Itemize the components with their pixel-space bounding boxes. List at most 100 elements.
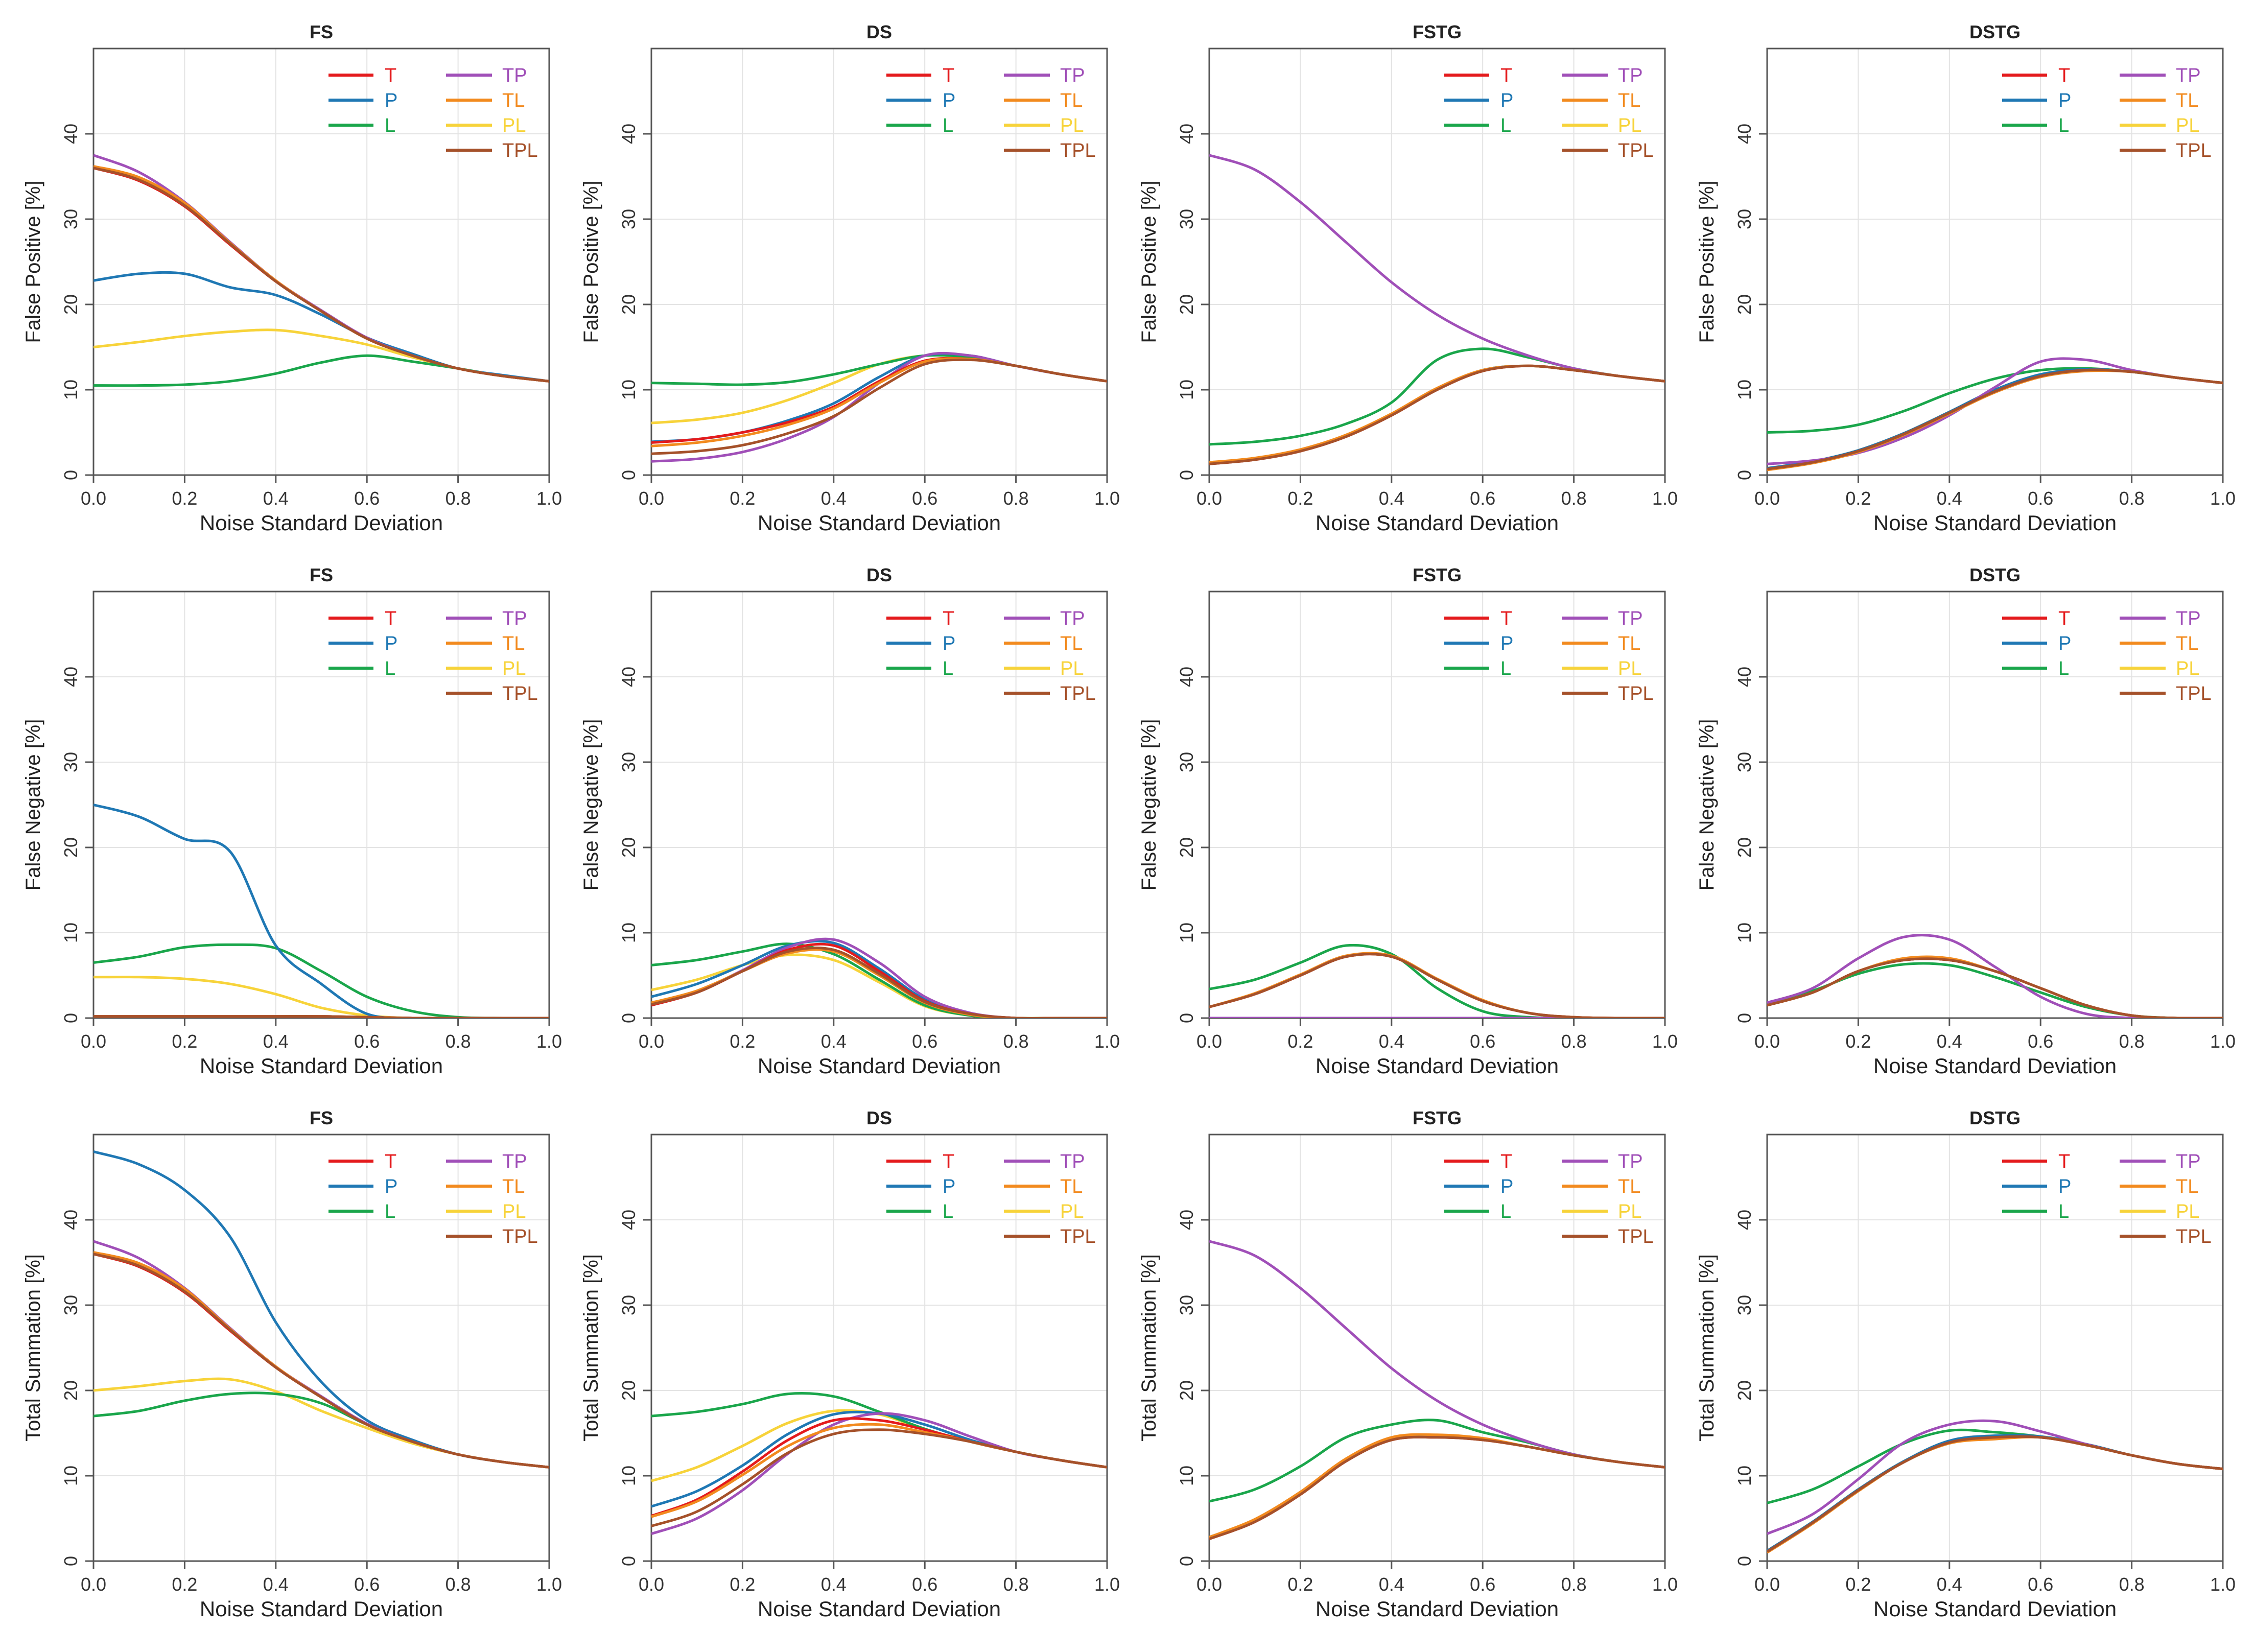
x-tick-label: 0.0 <box>81 1574 106 1595</box>
series-line-tl <box>93 1251 549 1469</box>
y-tick-label: 40 <box>618 124 639 144</box>
series-line-l <box>93 354 549 387</box>
series-line-t <box>1767 368 2223 470</box>
legend-label-l: L <box>2058 1201 2069 1222</box>
series-group <box>93 1150 549 1469</box>
legend-label-p: P <box>2058 90 2071 111</box>
series-group <box>1767 357 2223 471</box>
x-axis-label: Noise Standard Deviation <box>200 1054 443 1078</box>
y-axis-label: False Positive [%] <box>1696 181 1718 343</box>
x-tick-label: 0.0 <box>639 1574 664 1595</box>
x-axis-label: Noise Standard Deviation <box>758 1054 1001 1078</box>
y-tick-label: 30 <box>618 209 639 229</box>
series-line-t <box>651 1417 1107 1517</box>
y-tick-label: 20 <box>1734 837 1755 858</box>
chart-title: FSTG <box>1413 1107 1462 1128</box>
legend-label-pl: PL <box>2176 115 2199 136</box>
legend-label-pl: PL <box>1618 658 1641 679</box>
y-tick-label: 0 <box>60 1013 81 1023</box>
x-tick-label: 0.4 <box>821 488 847 509</box>
chart-title: DS <box>866 1107 892 1128</box>
plot-frame <box>92 48 550 476</box>
series-line-pl <box>93 1377 549 1469</box>
x-axis-label: Noise Standard Deviation <box>1873 1597 2117 1621</box>
legend-label-tl: TL <box>502 90 525 111</box>
x-tick-label: 0.8 <box>2119 1574 2145 1595</box>
y-tick-label: 20 <box>60 294 81 315</box>
legend-label-tpl: TPL <box>1060 140 1096 161</box>
chart-panel-3: 0.0 0.2 0.4 0.6 0.8 1.0 0 10 20 30 40 FSTG Noise Sta… <box>1138 21 1678 535</box>
series-line-pl <box>1209 364 1665 465</box>
series-group <box>93 804 549 1018</box>
x-tick-label: 0.8 <box>1003 1031 1029 1052</box>
legend-label-pl: PL <box>1060 115 1084 136</box>
x-tick-label: 0.6 <box>2028 1574 2053 1595</box>
chart-title: DSTG <box>1969 1107 2021 1128</box>
series-group <box>651 937 1107 1018</box>
legend-label-p: P <box>385 1176 397 1197</box>
x-tick-label: 0.2 <box>1287 488 1313 509</box>
chart-panel-2: 0.0 0.2 0.4 0.6 0.8 1.0 0 10 20 30 40 DS Noise Stand… <box>580 21 1120 535</box>
chart-title: DS <box>866 564 892 585</box>
legend-label-t: T <box>2058 608 2070 629</box>
y-tick-label: 10 <box>1734 923 1755 943</box>
legend-label-tp: TP <box>2176 65 2201 86</box>
x-tick-label: 0.0 <box>639 488 664 509</box>
legend-label-tp: TP <box>1618 65 1643 86</box>
series-group <box>93 154 549 387</box>
legend-label-pl: PL <box>2176 1201 2199 1222</box>
legend-label-tl: TL <box>1060 90 1083 111</box>
series-line-tpl <box>1767 957 2223 1018</box>
legend-label-pl: PL <box>1618 115 1641 136</box>
x-tick-label: 0.4 <box>1379 1031 1404 1052</box>
plot-frame <box>1766 1134 2224 1562</box>
y-axis-label: False Negative [%] <box>1696 719 1718 891</box>
legend-label-l: L <box>385 658 395 679</box>
series-line-t <box>93 1253 549 1469</box>
series-line-tpl <box>1209 1435 1665 1540</box>
x-tick-label: 0.4 <box>821 1574 847 1595</box>
legend-label-tpl: TPL <box>1060 1226 1096 1247</box>
series-line-p <box>651 939 1107 1018</box>
series-line-p <box>1209 364 1665 465</box>
series-line-tl <box>651 948 1107 1018</box>
y-tick-label: 30 <box>618 752 639 772</box>
x-tick-label: 0.4 <box>263 1574 289 1595</box>
x-tick-label: 0.2 <box>730 1574 755 1595</box>
x-tick-label: 0.6 <box>1470 1574 1495 1595</box>
chart-title: DSTG <box>1969 21 2021 42</box>
y-tick-label: 10 <box>60 1466 81 1486</box>
y-tick-label: 40 <box>618 1210 639 1230</box>
x-tick-label: 0.0 <box>81 1031 106 1052</box>
y-tick-label: 10 <box>60 380 81 400</box>
legend-label-t: T <box>943 608 954 629</box>
y-tick-label: 0 <box>60 470 81 480</box>
x-tick-label: 1.0 <box>1652 1574 1678 1595</box>
y-axis-label: False Positive [%] <box>580 181 602 343</box>
x-axis-label: Noise Standard Deviation <box>1316 1597 1559 1621</box>
legend-label-p: P <box>1500 633 1513 654</box>
legend-label-pl: PL <box>502 115 526 136</box>
x-tick-label: 0.8 <box>445 1574 471 1595</box>
series-line-p <box>93 271 549 383</box>
series-line-tl <box>1209 364 1665 464</box>
x-tick-label: 1.0 <box>2210 1574 2236 1595</box>
legend-label-tl: TL <box>502 633 525 654</box>
y-tick-label: 10 <box>618 1466 639 1486</box>
y-tick-label: 20 <box>1734 294 1755 315</box>
plot-frame <box>1208 1134 1666 1562</box>
x-tick-label: 0.0 <box>1754 1574 1780 1595</box>
legend-label-tl: TL <box>2176 633 2198 654</box>
legend-label-p: P <box>2058 633 2071 654</box>
y-tick-label: 10 <box>60 923 81 943</box>
y-tick-label: 30 <box>60 752 81 772</box>
legend-label-tpl: TPL <box>502 683 538 704</box>
chart-title: DSTG <box>1969 564 2021 585</box>
chart-panel-1: 0.0 0.2 0.4 0.6 0.8 1.0 0 10 20 30 40 FS Noise Stand… <box>22 21 562 535</box>
legend-label-p: P <box>943 1176 955 1197</box>
x-tick-label: 0.8 <box>445 1031 471 1052</box>
legend-label-t: T <box>2058 1151 2070 1172</box>
plot-frame <box>92 591 550 1019</box>
